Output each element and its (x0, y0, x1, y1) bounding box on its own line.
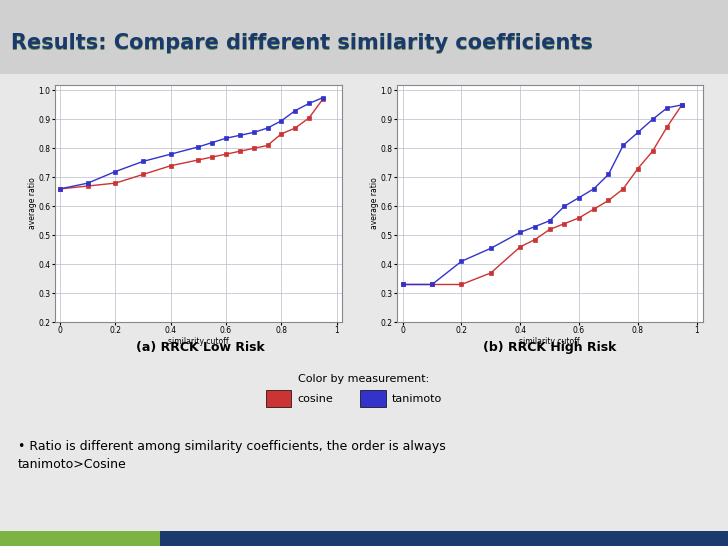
Text: cosine: cosine (297, 394, 333, 403)
X-axis label: similarity cutoff: similarity cutoff (519, 337, 580, 346)
Text: Color by measurement:: Color by measurement: (298, 375, 430, 384)
Text: tanimoto: tanimoto (392, 394, 442, 403)
Text: Results: Compare different similarity coefficients: Results: Compare different similarity co… (11, 33, 593, 53)
X-axis label: similarity cutoff: similarity cutoff (168, 337, 229, 346)
Text: • Ratio is different among similarity coefficients, the order is always
tanimoto: • Ratio is different among similarity co… (18, 440, 446, 471)
Text: Results: Compare different similarity coefficients: Results: Compare different similarity co… (12, 34, 593, 54)
Text: (b) RRCK High Risk: (b) RRCK High Risk (483, 341, 617, 354)
Text: (a) RRCK Low Risk: (a) RRCK Low Risk (136, 341, 264, 354)
Y-axis label: average ratio: average ratio (370, 177, 379, 229)
Y-axis label: average ratio: average ratio (28, 177, 37, 229)
